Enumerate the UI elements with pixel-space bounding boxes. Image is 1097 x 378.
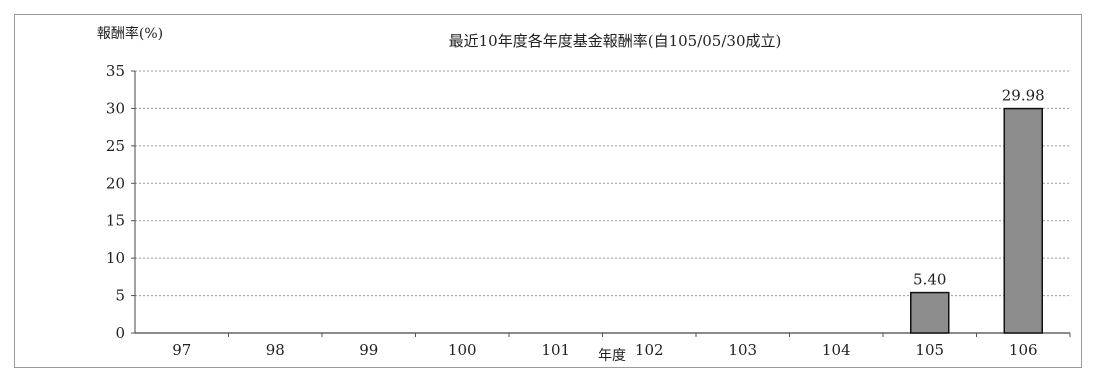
plot-area: 0 5 10 15 20 25 30 35 97 98 99 100 101 102 103 104 105 5.… xyxy=(106,62,1071,359)
chart-title: 最近10年度各年度基金報酬率(自105/05/30成立) xyxy=(449,32,782,50)
x-tick-label: 104 xyxy=(822,341,851,359)
data-label: 29.98 xyxy=(1002,87,1045,105)
y-axis-label: 報酬率(%) xyxy=(97,25,163,42)
y-tick-label: 0 xyxy=(115,324,125,342)
x-tick-label: 106 xyxy=(1009,341,1038,359)
x-tick-label: 99 xyxy=(359,341,378,359)
y-tick-label: 35 xyxy=(106,62,125,80)
bar xyxy=(1003,107,1043,334)
y-tick-label: 30 xyxy=(106,99,125,117)
data-label: 5.40 xyxy=(913,271,946,289)
bar xyxy=(910,291,950,334)
x-tick-label: 103 xyxy=(728,341,757,359)
y-tick-label: 15 xyxy=(106,212,125,230)
y-tick-label: 10 xyxy=(106,249,125,267)
y-tick-label: 5 xyxy=(115,287,125,305)
y-tick-label: 20 xyxy=(106,174,125,192)
x-axis-label: 年度 xyxy=(598,348,626,364)
x-tick-label: 102 xyxy=(635,341,664,359)
x-tick-label: 97 xyxy=(172,341,191,359)
x-tick-label: 98 xyxy=(266,341,285,359)
x-tick-label: 101 xyxy=(541,341,570,359)
y-tick-label: 25 xyxy=(106,137,125,155)
x-tick-label: 105 xyxy=(915,341,944,359)
chart-frame xyxy=(14,14,1082,368)
x-tick-label: 100 xyxy=(448,341,477,359)
